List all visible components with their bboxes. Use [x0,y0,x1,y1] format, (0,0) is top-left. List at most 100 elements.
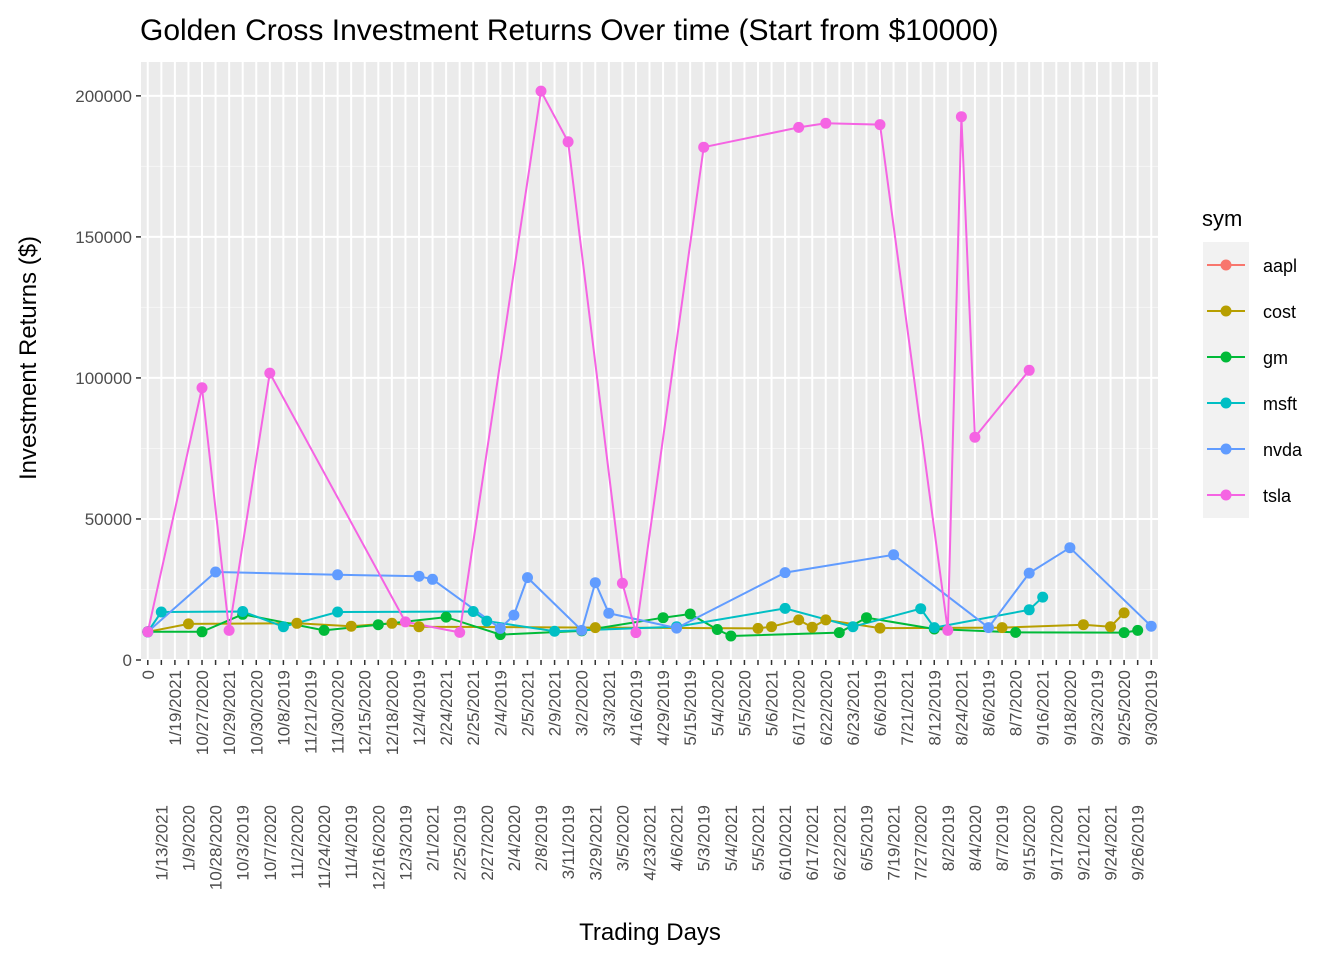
x-tick-label: 6/17/2021 [803,805,822,881]
data-point-tsla [820,117,832,129]
x-tick-label: 2/25/2019 [451,805,470,881]
legend-label-cost: cost [1263,302,1296,322]
series-points [142,85,1157,642]
legend-key-point-msft [1220,397,1232,409]
legend-label-gm: gm [1263,348,1288,368]
data-point-nvda [1023,567,1035,579]
x-tick-label: 6/22/2020 [817,670,836,746]
data-point-tsla [698,141,710,153]
x-tick-label: 6/23/2021 [844,670,863,746]
x-tick-label: 11/2/2020 [288,805,307,879]
y-tick-label: 0 [123,651,132,670]
data-point-cost [291,617,303,629]
data-point-gm [318,624,330,636]
x-tick-label: 6/22/2021 [830,805,849,881]
x-tick-label: 2/9/2021 [546,670,565,736]
data-point-cost [386,617,398,629]
legend-label-tsla: tsla [1263,486,1292,506]
x-tick-label: 3/2/2020 [573,670,592,736]
x-tick-label: 3/3/2021 [600,670,619,736]
x-tick-label: 3/5/2020 [613,805,632,871]
y-tick-label: 50000 [85,510,132,529]
data-point-msft [237,606,249,617]
legend-label-aapl: aapl [1263,256,1297,276]
x-tick-label: 10/7/2020 [261,805,280,881]
x-tick-label: 11/30/2020 [329,670,348,754]
x-tick-label: 1/9/2020 [179,805,198,871]
x-tick-label: 5/4/2021 [722,805,741,871]
data-point-msft [915,603,927,615]
x-tick-label: 9/15/2020 [1020,805,1039,881]
x-tick-label: 9/17/2020 [1047,805,1066,881]
data-point-msft [779,602,791,614]
x-tick-label: 11/21/2019 [302,670,321,754]
data-point-cost [874,622,886,634]
x-tick-label: 1/19/2021 [166,670,185,746]
major-gridlines [141,62,1158,661]
x-tick-label: 8/2/2019 [939,805,958,871]
x-tick-label: 10/3/2019 [234,805,253,881]
legend-key-point-aapl [1220,259,1232,271]
x-tick-label: 8/12/2019 [925,670,944,746]
data-point-msft [928,622,940,634]
data-point-msft [481,615,493,627]
x-tick-label: 12/15/2020 [356,670,375,755]
data-point-nvda [332,569,344,581]
x-tick-label: 2/8/2019 [532,805,551,871]
data-point-nvda [671,622,683,634]
data-point-gm [684,608,696,620]
legend: sym aapl cost gm msft nvda tsla [1202,206,1303,518]
data-point-tsla [142,626,154,638]
x-tick-label: 10/27/2020 [193,670,212,755]
data-point-nvda [589,577,601,589]
series-line-tsla [146,87,1030,634]
data-point-tsla [535,85,547,97]
x-tick-label: 2/1/2021 [424,805,443,871]
data-point-gm [833,627,845,639]
x-tick-label: 8/24/2021 [952,670,971,746]
data-point-gm [725,630,737,642]
x-tick-label: 9/21/2021 [1074,805,1093,881]
x-tick-label: 10/8/2019 [274,670,293,746]
data-point-nvda [522,572,533,584]
x-tick-label: 4/6/2021 [668,805,687,871]
x-tick-label: 0 [139,670,158,679]
x-tick-label: 5/5/2020 [735,670,754,736]
data-point-tsla [399,616,411,628]
data-point-gm [1118,627,1130,639]
data-point-gm [1010,626,1022,638]
data-point-tsla [223,624,235,636]
data-point-nvda [1064,542,1076,554]
x-tick-label: 1/13/2021 [152,805,171,881]
data-point-nvda [494,622,506,634]
x-tick-label: 6/10/2021 [776,805,795,881]
data-point-cost [1118,607,1130,619]
data-point-msft [1023,604,1035,616]
data-point-tsla [616,577,628,589]
data-point-cost [345,620,357,632]
legend-label-nvda: nvda [1263,440,1303,460]
data-point-cost [752,622,764,634]
x-axis-title: Trading Days [579,919,721,946]
x-tick-label: 12/3/2019 [396,805,415,881]
data-point-tsla [264,367,276,379]
data-point-nvda [576,624,588,636]
x-tick-label: 9/23/2019 [1088,670,1107,746]
data-point-cost [806,621,818,633]
data-point-cost [183,618,194,630]
x-tick-label: 11/4/2019 [342,805,361,879]
x-tick-label: 2/27/2020 [478,805,497,881]
x-tick-label: 7/19/2021 [885,805,904,881]
data-point-cost [766,621,777,633]
x-tick-label: 9/24/2021 [1102,805,1121,881]
data-point-cost [589,622,601,634]
data-point-nvda [888,549,900,561]
data-point-cost [413,621,425,633]
x-tick-label: 2/4/2020 [505,805,524,871]
data-point-nvda [210,566,222,578]
x-tick-label: 6/6/2019 [871,670,890,736]
x-tick-label: 4/29/2019 [654,670,673,746]
data-point-cost [793,614,805,626]
x-tick-label: 8/7/2019 [993,805,1012,871]
